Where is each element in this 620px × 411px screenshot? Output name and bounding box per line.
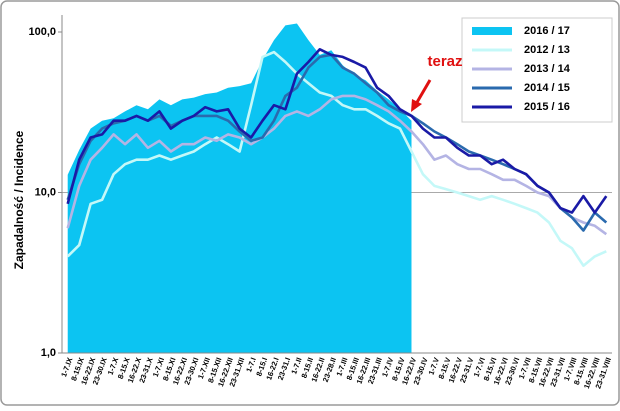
legend-label: 2015 / 16	[524, 101, 570, 113]
legend-label: 2012 / 13	[524, 44, 570, 56]
line	[66, 48, 608, 214]
y-tick-label: 100,0	[28, 26, 56, 38]
y-tick-label: 1,0	[41, 347, 56, 359]
legend-swatch	[472, 27, 512, 35]
legend-label: 2016 / 17	[524, 25, 570, 37]
annotation: teraz	[427, 53, 462, 70]
y-axis-label: Zapadalność / Incidence	[12, 130, 26, 269]
annotation-arrow	[414, 79, 432, 105]
legend-label: 2014 / 15	[524, 82, 570, 94]
legend-label: 2013 / 14	[524, 63, 571, 75]
line	[66, 50, 607, 267]
y-tick-label: 10,0	[35, 186, 56, 198]
annotation-arrowhead	[411, 99, 422, 112]
line	[66, 94, 608, 236]
